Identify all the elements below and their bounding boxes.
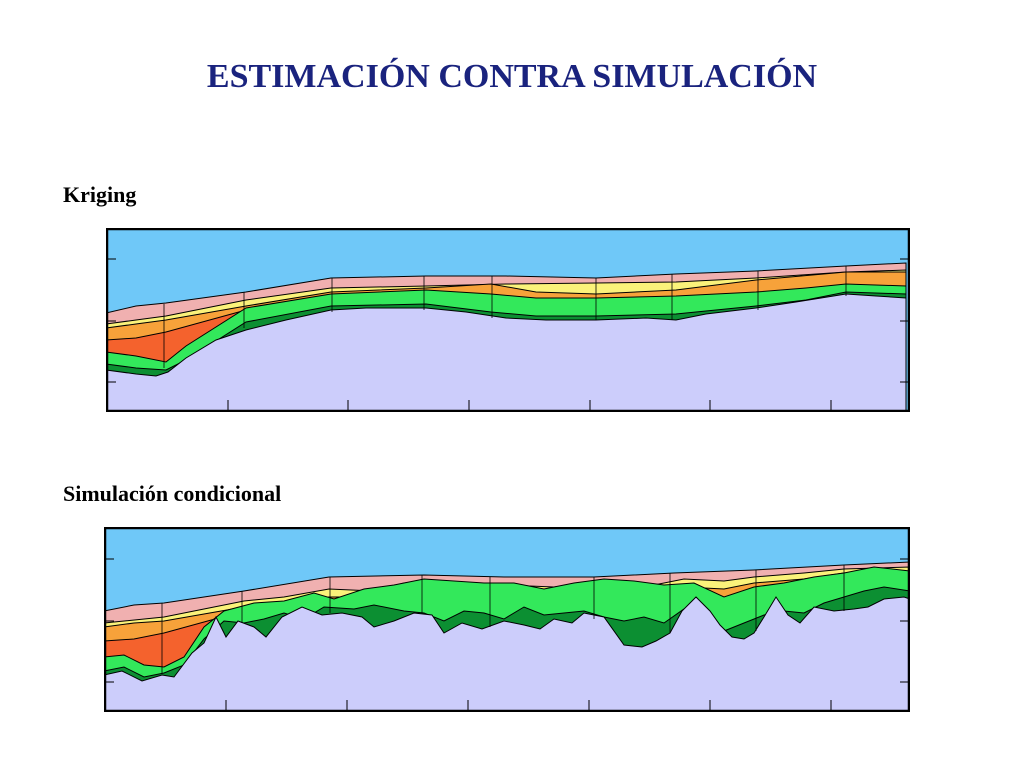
basement-layer (104, 596, 910, 712)
kriging-cross-section-svg (106, 228, 910, 412)
simulation-label: Simulación condicional (63, 481, 282, 506)
panel-frame (106, 228, 910, 412)
page-title: ESTIMACIÓN CONTRA SIMULACIÓN (206, 58, 818, 95)
simulation-cross-section (104, 527, 910, 712)
basement-layer (106, 293, 907, 412)
simulation-cross-section-svg (104, 527, 910, 712)
section-divider-lines (161, 565, 845, 673)
kriging-label: Kriging (63, 182, 137, 207)
section-divider-lines (163, 266, 847, 368)
axis-ticks (105, 558, 909, 710)
kriging-cross-section (106, 228, 910, 412)
panel-frame (104, 527, 910, 712)
axis-ticks (107, 258, 909, 410)
